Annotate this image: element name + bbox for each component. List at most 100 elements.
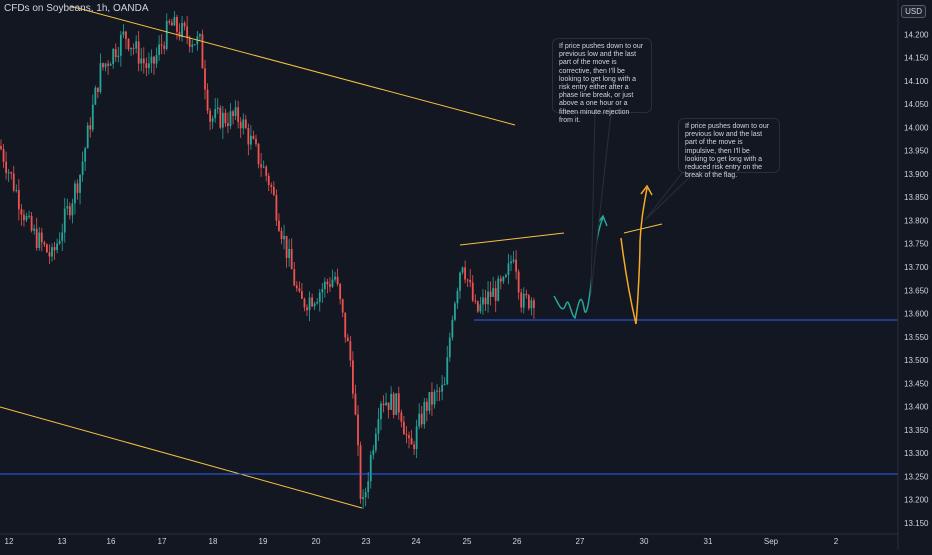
candle-down — [326, 281, 329, 285]
candle-down — [438, 390, 441, 392]
candle-down — [183, 22, 186, 27]
price-tick-label: 13.450 — [904, 379, 929, 388]
date-tick-label: 17 — [158, 537, 167, 546]
time-axis[interactable]: 12 13 16 17 18 19 20 23 24 25 26 27 30 31 Sep 2 — [5, 537, 839, 546]
candle-up — [104, 63, 107, 68]
candle-down — [471, 282, 474, 301]
candle-up — [130, 47, 132, 50]
candle-down — [403, 421, 405, 435]
candle-up — [216, 107, 219, 110]
candle-up — [181, 22, 183, 38]
price-tick-label: 13.700 — [904, 263, 929, 272]
price-axis[interactable]: 14.200 14.150 14.100 14.050 14.000 13.950 13.9… — [904, 30, 929, 528]
candle-up — [56, 243, 58, 251]
flag-trendline[interactable] — [459, 232, 565, 246]
candle-down — [476, 301, 479, 312]
symbol-title[interactable]: CFDs on Soybeans, 1h, OANDA — [4, 3, 149, 14]
candle-down — [336, 276, 339, 285]
flag-break-line[interactable] — [623, 223, 663, 234]
candle-down — [387, 402, 390, 410]
date-tick-label: Sep — [764, 537, 779, 546]
currency-button[interactable]: USD — [901, 5, 926, 18]
candle-up — [234, 107, 237, 117]
candle-up — [33, 228, 36, 231]
price-tick-label: 13.400 — [904, 403, 929, 412]
candle-up — [7, 172, 10, 174]
candle-down — [405, 434, 408, 436]
candle-down — [142, 58, 145, 64]
candle-down — [298, 288, 301, 292]
candle-down — [10, 172, 13, 174]
candle-down — [188, 37, 191, 47]
candle-up — [51, 247, 53, 257]
candle-up — [454, 303, 456, 320]
candle-down — [168, 21, 171, 23]
candle-up — [512, 259, 515, 262]
candle-up — [308, 297, 311, 311]
candle-up — [81, 161, 84, 176]
candle-down — [237, 107, 240, 122]
candle-down — [244, 119, 247, 129]
date-tick-label: 13 — [58, 537, 67, 546]
price-tick-label: 13.800 — [904, 216, 929, 225]
candle-up — [165, 21, 168, 49]
candle-up — [313, 303, 316, 307]
candle-up — [385, 402, 387, 406]
impulsive-arrowhead — [640, 184, 653, 196]
candle-down — [301, 291, 303, 299]
corrective-scenario-note[interactable]: If price pushes down to our previous low… — [552, 38, 652, 124]
candle-down — [464, 267, 466, 280]
candle-down — [431, 392, 433, 405]
candle-up — [214, 109, 217, 119]
candle-up — [25, 215, 28, 221]
candle-down — [239, 121, 242, 129]
upper-trendline[interactable] — [69, 5, 516, 126]
candle-down — [410, 438, 413, 445]
candle-down — [295, 285, 298, 289]
impulsive-scenario-note[interactable]: If price pushes down to our previous low… — [678, 118, 780, 179]
candle-down — [2, 148, 5, 162]
candle-up — [522, 293, 525, 308]
date-tick-label: 16 — [107, 537, 116, 546]
candle-up — [84, 148, 87, 162]
candle-up — [443, 383, 446, 385]
candle-down — [494, 288, 497, 301]
date-tick-label: 25 — [463, 537, 472, 546]
candle-up — [395, 393, 398, 415]
candle-down — [397, 393, 400, 413]
candle-down — [35, 228, 38, 249]
candle-down — [280, 230, 283, 240]
candle-down — [102, 63, 104, 68]
candle-up — [367, 481, 370, 493]
date-tick-label: 2 — [834, 537, 839, 546]
candle-down — [204, 68, 206, 90]
candle-down — [293, 269, 296, 286]
date-tick-label: 19 — [259, 537, 268, 546]
candle-down — [12, 173, 15, 191]
date-tick-label: 26 — [513, 537, 522, 546]
candle-up — [323, 281, 326, 290]
lower-trendline[interactable] — [0, 406, 363, 509]
candle-down — [349, 341, 352, 361]
candle-up — [122, 31, 125, 35]
candle-up — [377, 419, 380, 434]
candle-down — [311, 297, 313, 307]
candle-down — [163, 45, 166, 49]
candle-down — [527, 295, 530, 309]
date-tick-label: 24 — [412, 537, 421, 546]
candle-down — [20, 209, 23, 215]
candle-down — [160, 44, 163, 46]
candle-up — [74, 183, 76, 204]
candle-up — [158, 44, 160, 55]
candle-down — [525, 293, 528, 296]
impulsive-projection-path[interactable] — [620, 187, 648, 325]
candle-down — [306, 307, 308, 311]
candle-down — [354, 393, 357, 415]
candle-up — [380, 403, 382, 420]
candle-up — [99, 63, 102, 92]
candle-up — [250, 135, 252, 145]
candle-down — [270, 184, 273, 187]
candle-up — [155, 54, 158, 64]
